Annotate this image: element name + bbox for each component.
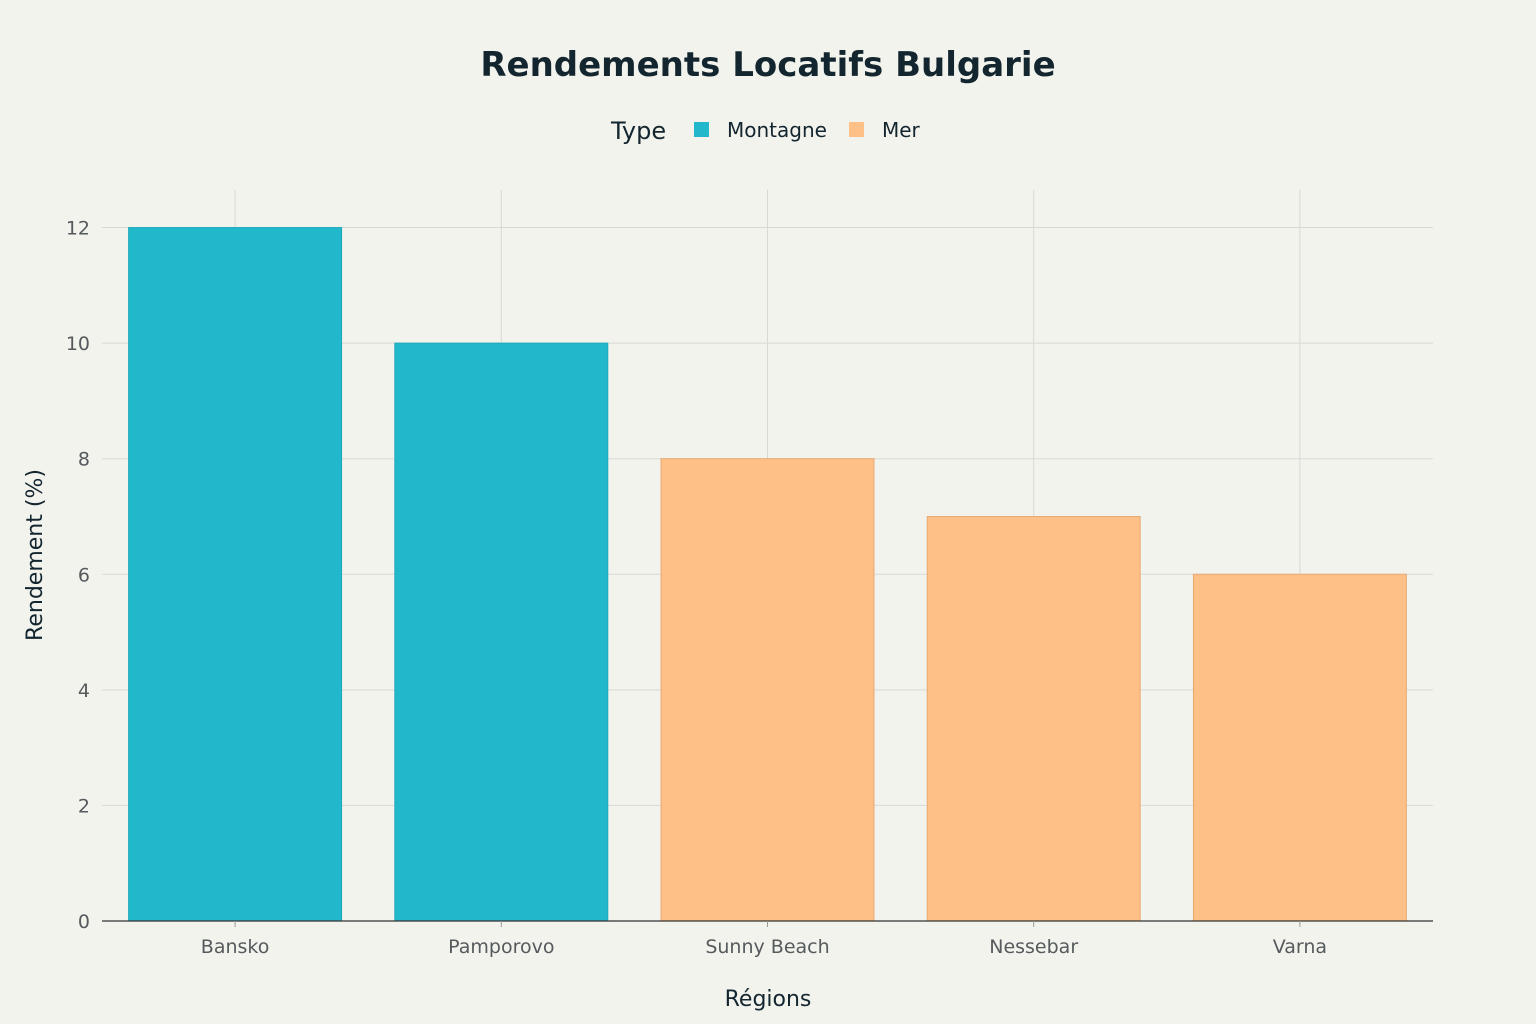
legend-swatch [849,122,864,137]
bar-sunny-beach[interactable] [660,458,875,922]
y-axis-title: Rendement (%) [23,469,48,641]
x-axis-title: Régions [725,987,812,1012]
bar-varna[interactable] [1192,573,1407,922]
legend: Type Montagne Mer [610,117,921,145]
legend-item-mer[interactable]: Mer [849,118,921,142]
bar-bansko[interactable] [128,227,343,922]
x-tick-label: Sunny Beach [705,936,829,958]
x-tick-label: Varna [1273,936,1327,958]
legend-label: Montagne [727,118,827,142]
y-tick-label: 10 [66,333,90,355]
y-tick-label: 2 [78,795,90,817]
legend-title: Type [610,117,666,145]
x-tick-label: Pamporovo [448,936,554,958]
y-tick-label: 0 [78,911,90,933]
legend-item-montagne[interactable]: Montagne [694,118,827,142]
bar-pamporovo[interactable] [394,342,609,922]
chart-title: Rendements Locatifs Bulgarie [480,45,1055,85]
y-tick-label: 8 [78,449,90,471]
bar-nessebar[interactable] [926,515,1141,922]
x-tick-label: Nessebar [989,936,1078,958]
x-tick-label: Bansko [201,936,270,958]
y-tick-label: 6 [78,564,90,586]
y-tick-label: 12 [66,218,90,240]
y-tick-label: 4 [78,680,90,702]
legend-swatch [694,122,709,137]
legend-label: Mer [882,118,921,142]
